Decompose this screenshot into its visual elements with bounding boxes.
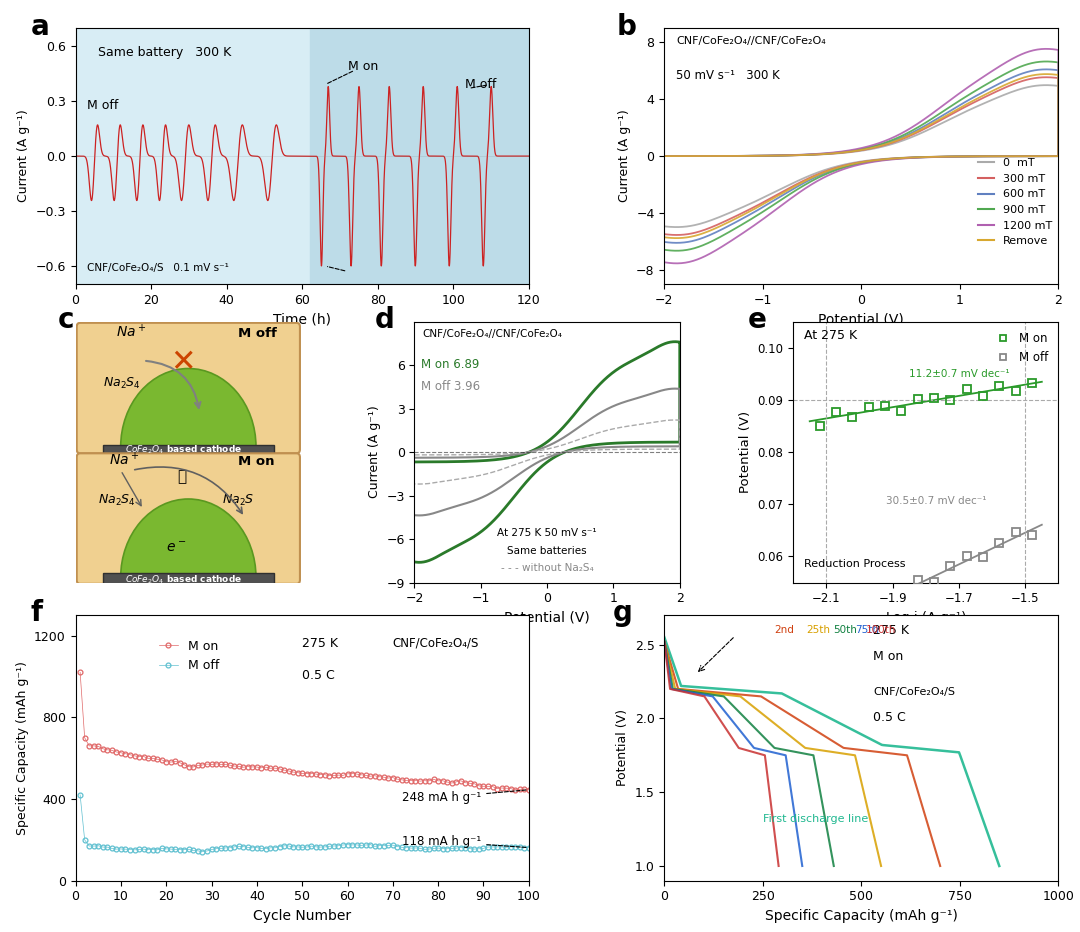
Line: M on: M on [78, 670, 531, 792]
Text: First discharge line: First discharge line [762, 814, 868, 824]
Text: $Na_2S_4$: $Na_2S_4$ [98, 493, 136, 508]
M on [486, 781, 499, 792]
Text: M off: M off [238, 327, 276, 340]
Text: 50th: 50th [834, 624, 858, 635]
Y-axis label: Current (A g⁻¹): Current (A g⁻¹) [17, 110, 30, 202]
M on [305, 768, 318, 779]
Y-axis label: Current (A g⁻¹): Current (A g⁻¹) [618, 110, 631, 202]
Y-axis label: Potential (V): Potential (V) [739, 411, 752, 493]
M off [195, 846, 208, 857]
Text: b: b [617, 13, 637, 41]
Text: e: e [748, 306, 767, 334]
Text: M on: M on [874, 651, 904, 664]
Text: $e^-$: $e^-$ [166, 541, 186, 555]
X-axis label: Cycle Number: Cycle Number [253, 909, 351, 923]
Line: M off: M off [78, 792, 531, 854]
Text: M off 3.96: M off 3.96 [421, 379, 481, 392]
M on [73, 666, 86, 678]
Legend: 0  mT, 300 mT, 600 mT, 900 mT, 1200 mT, Remove: 0 mT, 300 mT, 600 mT, 900 mT, 1200 mT, R… [973, 154, 1057, 251]
Text: At 275 K: At 275 K [804, 329, 856, 342]
M on [341, 768, 354, 779]
X-axis label: Potential (V): Potential (V) [504, 610, 590, 624]
X-axis label: Specific Capacity (mAh g⁻¹): Specific Capacity (mAh g⁻¹) [765, 909, 958, 923]
Text: d: d [375, 306, 394, 334]
Y-axis label: Potential (V): Potential (V) [617, 709, 630, 787]
M off [178, 844, 191, 856]
Text: $Na_2S$: $Na_2S$ [222, 493, 255, 508]
X-axis label: Potential (V): Potential (V) [819, 312, 904, 326]
FancyBboxPatch shape [77, 322, 300, 453]
M off [309, 842, 322, 853]
Text: M off: M off [464, 78, 496, 91]
Text: f: f [30, 599, 42, 627]
Text: CNF/CoFe₂O₄/S: CNF/CoFe₂O₄/S [393, 637, 480, 650]
Text: g: g [613, 599, 633, 627]
Text: 30.5±0.7 mV dec⁻¹: 30.5±0.7 mV dec⁻¹ [886, 496, 986, 506]
Text: Reduction Process: Reduction Process [804, 559, 905, 569]
Text: 2nd: 2nd [774, 624, 795, 635]
Text: $CoFe_2O_4$ based cathode: $CoFe_2O_4$ based cathode [125, 443, 242, 456]
Legend: M on, M off: M on, M off [153, 635, 224, 677]
Text: M off: M off [86, 99, 119, 112]
Bar [310, 28, 529, 284]
Text: M on 6.89: M on 6.89 [421, 358, 480, 371]
Text: $Na^+$: $Na^+$ [109, 451, 140, 468]
Text: CNF/CoFe₂O₄//CNF/CoFe₂O₄: CNF/CoFe₂O₄//CNF/CoFe₂O₄ [422, 329, 563, 339]
Text: $Na_2S_4$: $Na_2S_4$ [103, 376, 140, 391]
M off [73, 789, 86, 801]
Text: 275 K: 275 K [874, 624, 909, 637]
Text: 118 mA h g⁻¹: 118 mA h g⁻¹ [402, 835, 526, 848]
Text: At 275 K 50 mV s⁻¹: At 275 K 50 mV s⁻¹ [497, 528, 597, 538]
M off [523, 842, 536, 853]
Y-axis label: Specific Capacity (mAh g⁻¹): Specific Capacity (mAh g⁻¹) [15, 661, 28, 835]
Wedge shape [121, 368, 256, 446]
Text: CNF/CoFe₂O₄/S: CNF/CoFe₂O₄/S [874, 687, 955, 697]
Text: CNF/CoFe₂O₄/S   0.1 mV s⁻¹: CNF/CoFe₂O₄/S 0.1 mV s⁻¹ [86, 264, 229, 273]
FancyBboxPatch shape [77, 453, 300, 583]
Legend: M on, M off: M on, M off [993, 327, 1053, 369]
Text: 75th: 75th [855, 624, 879, 635]
FancyBboxPatch shape [103, 445, 274, 458]
Text: 100th: 100th [866, 624, 896, 635]
X-axis label: Time (h): Time (h) [273, 312, 332, 326]
Text: M on: M on [348, 60, 378, 73]
M on [178, 760, 191, 771]
FancyBboxPatch shape [103, 573, 274, 585]
M off [504, 842, 517, 853]
Text: c: c [57, 306, 75, 334]
Text: 275 K: 275 K [302, 637, 338, 650]
Text: a: a [30, 13, 49, 41]
M off [346, 840, 359, 851]
Text: 25th: 25th [806, 624, 831, 635]
M off [490, 842, 503, 853]
M on [523, 784, 536, 795]
Text: - - - without Na₂S₄: - - - without Na₂S₄ [501, 563, 594, 573]
Text: M on: M on [238, 455, 274, 468]
Text: 0.5 C: 0.5 C [302, 669, 335, 682]
Wedge shape [121, 499, 256, 577]
Text: 11.2±0.7 mV dec⁻¹: 11.2±0.7 mV dec⁻¹ [909, 369, 1010, 379]
Text: ✕: ✕ [171, 349, 195, 377]
Bar [76, 28, 310, 284]
X-axis label: Log i (A g⁻¹): Log i (A g⁻¹) [886, 610, 966, 624]
M on [500, 783, 513, 794]
Text: 248 mA h g⁻¹: 248 mA h g⁻¹ [402, 790, 526, 804]
Text: 50 mV s⁻¹   300 K: 50 mV s⁻¹ 300 K [676, 69, 780, 82]
Text: Same battery   300 K: Same battery 300 K [98, 46, 231, 59]
M on [160, 756, 173, 767]
Text: 0.5 C: 0.5 C [874, 711, 906, 724]
Text: 🏃: 🏃 [177, 469, 186, 484]
Text: $CoFe_2O_4$ based cathode: $CoFe_2O_4$ based cathode [125, 573, 242, 586]
Text: Same batteries: Same batteries [508, 545, 586, 555]
Text: CNF/CoFe₂O₄//CNF/CoFe₂O₄: CNF/CoFe₂O₄//CNF/CoFe₂O₄ [676, 35, 826, 46]
Y-axis label: Current (A g⁻¹): Current (A g⁻¹) [368, 405, 381, 499]
M off [160, 843, 173, 855]
Text: $Na^+$: $Na^+$ [117, 322, 147, 340]
